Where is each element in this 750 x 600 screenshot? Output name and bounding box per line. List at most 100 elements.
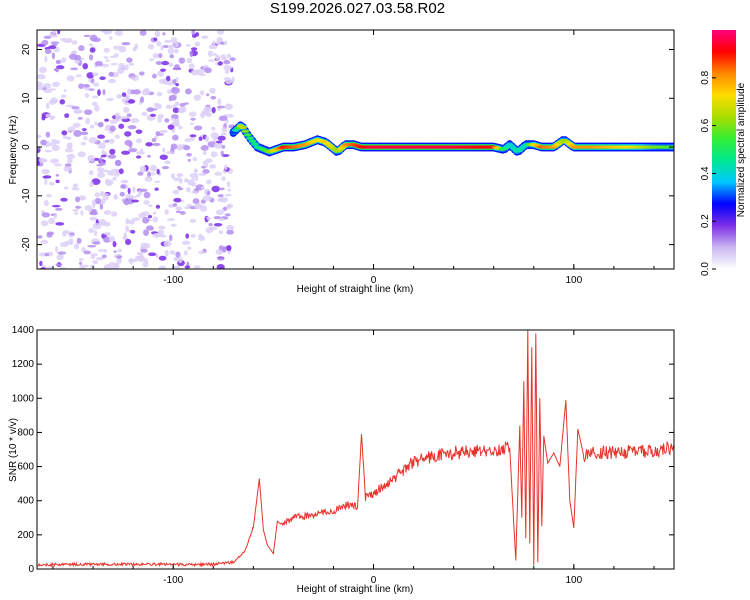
noise-blob: [226, 181, 231, 188]
noise-blob: [164, 118, 170, 123]
noise-blob: [44, 55, 48, 63]
noise-blob: [186, 203, 192, 207]
noise-blob: [227, 188, 231, 192]
noise-blob: [81, 264, 89, 268]
noise-blob: [93, 230, 98, 237]
noise-blob: [189, 218, 197, 223]
noise-blob: [165, 104, 173, 109]
snr-x-ticks: -100 0 100: [52, 330, 655, 586]
noise-blob: [90, 208, 97, 215]
noise-blob: [175, 251, 181, 258]
noise-blob: [143, 191, 151, 199]
colorbar-label: Normalized spectral amplitude: [736, 82, 747, 217]
noise-blob: [120, 179, 129, 184]
noise-blob: [217, 135, 226, 141]
noise-blob: [94, 197, 102, 205]
noise-blob: [134, 255, 139, 262]
noise-blob: [169, 94, 177, 101]
noise-blob: [48, 45, 57, 50]
noise-blob: [152, 233, 161, 238]
noise-blob: [214, 171, 223, 176]
colorbar-tick-label: 0.2: [700, 214, 711, 228]
noise-blob: [164, 160, 171, 165]
noise-blob: [55, 222, 65, 226]
noise-blob: [204, 162, 209, 168]
noise-blob: [64, 113, 70, 119]
noise-blob: [99, 203, 104, 210]
noise-blob: [221, 127, 228, 133]
noise-blob: [109, 118, 119, 124]
noise-blob: [103, 209, 112, 215]
noise-blob: [127, 187, 131, 195]
noise-blob: [110, 62, 118, 66]
noise-blob: [102, 88, 106, 96]
noise-blob: [211, 107, 216, 114]
noise-blob: [41, 212, 51, 218]
noise-blob: [116, 255, 123, 259]
noise-blob: [191, 177, 195, 184]
noise-blob: [110, 171, 114, 176]
snr-plot-area: [37, 330, 674, 568]
noise-blob: [83, 83, 90, 88]
noise-blob: [135, 129, 143, 134]
noise-blob: [103, 221, 111, 227]
noise-blob: [113, 170, 120, 177]
noise-blob: [39, 260, 43, 266]
noise-blob: [48, 217, 56, 225]
noise-blob: [192, 198, 200, 204]
noise-blob: [118, 65, 126, 71]
noise-blob: [86, 72, 95, 79]
noise-blob: [90, 264, 95, 268]
noise-blob: [73, 243, 80, 250]
noise-blob: [124, 131, 132, 137]
noise-blob: [172, 265, 180, 269]
noise-blob: [37, 84, 44, 91]
noise-blob: [73, 108, 82, 114]
noise-blob: [153, 102, 160, 108]
noise-blob: [72, 122, 81, 128]
noise-blob: [159, 129, 168, 134]
noise-blob: [52, 81, 60, 88]
noise-blob: [217, 61, 223, 66]
noise-blob: [218, 115, 228, 122]
noise-blob: [126, 113, 132, 118]
noise-blob: [129, 257, 133, 265]
noise-blob: [40, 139, 47, 146]
noise-blob: [177, 187, 184, 191]
noise-blob: [139, 188, 148, 192]
noise-blob: [193, 265, 201, 269]
noise-blob: [126, 88, 132, 96]
noise-blob: [103, 30, 113, 35]
noise-blob: [149, 108, 158, 111]
noise-blob: [162, 147, 166, 153]
noise-blob: [172, 120, 180, 127]
noise-blob: [141, 211, 150, 217]
noise-blob: [108, 78, 116, 84]
noise-blob: [201, 186, 205, 190]
noise-blob: [67, 126, 76, 132]
noise-blob: [191, 190, 199, 194]
noise-blob: [161, 60, 170, 66]
noise-blob: [44, 252, 50, 257]
noise-blob: [125, 225, 130, 232]
noise-blob: [130, 229, 136, 234]
noise-blob: [55, 245, 59, 253]
noise-blob: [198, 136, 203, 141]
noise-blob: [156, 41, 162, 47]
noise-blob: [213, 223, 223, 227]
noise-blob: [205, 179, 212, 185]
noise-blob: [71, 40, 78, 46]
noise-blob: [105, 59, 110, 63]
noise-blob: [37, 74, 46, 80]
noise-blob: [69, 232, 75, 236]
noise-blob: [78, 83, 85, 89]
noise-blob: [109, 55, 117, 59]
noise-blob: [103, 232, 111, 235]
noise-blob: [183, 178, 188, 182]
noise-blob: [91, 178, 101, 186]
noise-blob: [186, 152, 192, 157]
noise-blob: [152, 52, 159, 59]
noise-blob: [164, 209, 169, 215]
noise-blob: [167, 44, 175, 49]
